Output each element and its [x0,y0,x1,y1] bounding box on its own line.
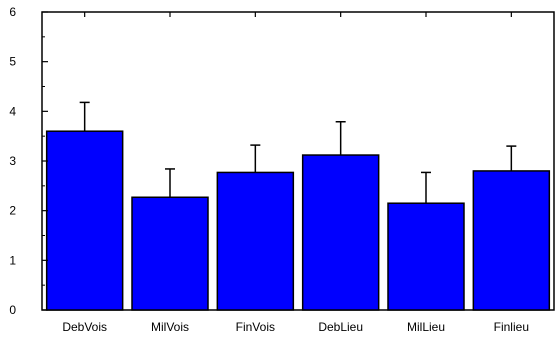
y-tick-label-1: 1 [9,253,16,267]
bar-MilLieu [387,202,465,311]
y-axis-ticks: 0 1 2 3 4 5 6 [9,5,48,317]
error-bars-group [79,101,517,204]
y-tick-label-4: 4 [9,104,16,118]
bar-FinVois [216,171,295,311]
y-tick-label-3: 3 [9,154,16,168]
x-label-Finlieu: Finlieu [494,320,529,334]
x-label-MilVois: MilVois [151,320,189,334]
x-label-MilLieu: MilLieu [407,320,445,334]
bar-Finlieu [472,170,551,311]
bar-MilVois [131,196,209,311]
x-label-DebVois: DebVois [62,320,107,334]
y-tick-label-2: 2 [9,204,16,218]
y-tick-label-0: 0 [9,303,16,317]
y-tick-label-6: 6 [9,5,16,19]
y-tick-label-5: 5 [9,55,16,69]
bars-group [45,130,551,311]
x-axis-labels: DebVois MilVois FinVois DebLieu MilLieu Finli… [62,320,529,334]
x-label-DebLieu: DebLieu [318,320,363,334]
bar-DebVois [45,130,124,311]
bar-DebLieu [301,154,380,311]
x-label-FinVois: FinVois [236,320,275,334]
